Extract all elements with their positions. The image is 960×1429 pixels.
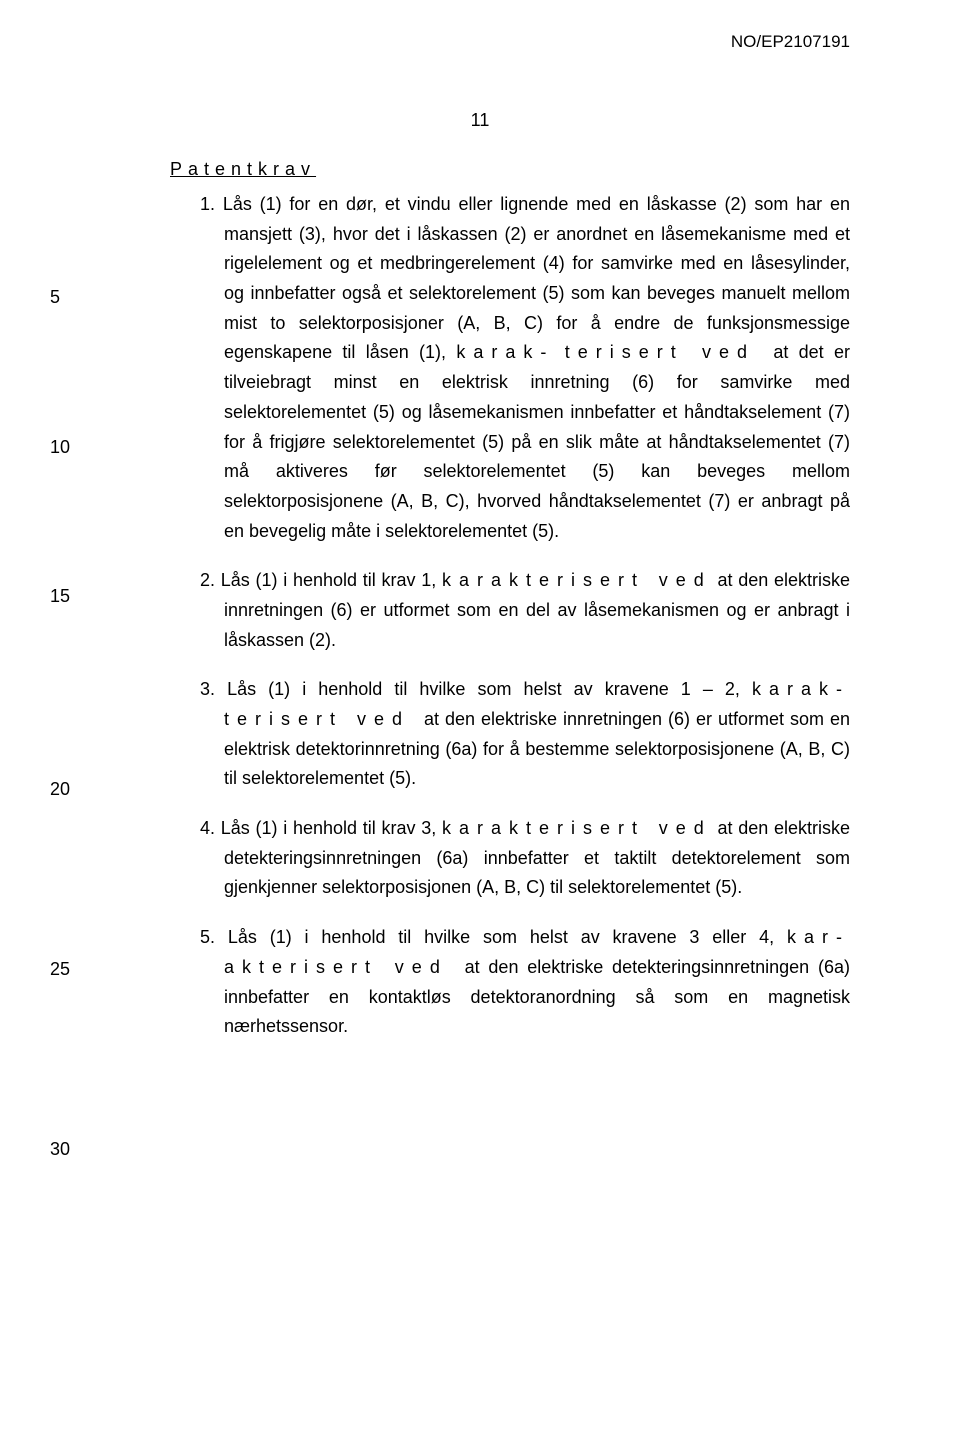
claim-body: Lås (1) i henhold til hvilke som helst a… [227, 679, 752, 699]
line-marker: 30 [50, 1139, 70, 1160]
line-marker: 20 [50, 779, 70, 800]
claim-body: Lås (1) i henhold til krav 1, [221, 570, 442, 590]
page: NO/EP2107191 11 5 10 15 20 25 30 Patentk… [0, 0, 960, 1122]
claim-keyword: karak- [456, 342, 554, 362]
claim-keyword: terisert ved [565, 342, 774, 362]
claim-4: 4. Lås (1) i henhold til krav 3, karakte… [200, 814, 850, 903]
claim-keyword: karak- [752, 679, 850, 699]
claim-2: 2. Lås (1) i henhold til krav 1, karakte… [200, 566, 850, 655]
claim-3: 3. Lås (1) i henhold til hvilke som hels… [200, 675, 850, 794]
claim-text: 5. Lås (1) i henhold til hvilke som hels… [200, 923, 850, 1042]
claims-list: 1. Lås (1) for en dør, et vindu eller li… [200, 190, 850, 1042]
claim-keyword: akterisert ved [224, 957, 465, 977]
claim-number: 2. [200, 570, 215, 590]
claim-text: 4. Lås (1) i henhold til krav 3, karakte… [200, 814, 850, 903]
claim-1: 1. Lås (1) for en dør, et vindu eller li… [200, 190, 850, 546]
claim-text: 2. Lås (1) i henhold til krav 1, karakte… [200, 566, 850, 655]
line-marker: 25 [50, 959, 70, 980]
claim-keyword: karakterisert ved [442, 818, 712, 838]
section-title: Patentkrav [170, 159, 850, 180]
claim-body: Lås (1) for en dør, et vindu eller ligne… [223, 194, 850, 362]
claim-keyword: terisert ved [224, 709, 424, 729]
claim-number: 5. [200, 927, 215, 947]
claim-body: at det er tilveiebragt minst en elektris… [224, 342, 850, 540]
document-header: NO/EP2107191 [731, 32, 850, 52]
claim-body: Lås (1) i henhold til krav 3, [221, 818, 442, 838]
claim-number: 1. [200, 194, 215, 214]
claim-text: 3. Lås (1) i henhold til hvilke som hels… [200, 675, 850, 794]
claim-number: 3. [200, 679, 215, 699]
claim-text: 1. Lås (1) for en dør, et vindu eller li… [200, 190, 850, 546]
claim-keyword: kar- [787, 927, 850, 947]
claim-body: Lås (1) i henhold til hvilke som helst a… [228, 927, 787, 947]
claim-number: 4. [200, 818, 215, 838]
claim-5: 5. Lås (1) i henhold til hvilke som hels… [200, 923, 850, 1042]
page-number: 11 [110, 110, 850, 131]
line-marker: 5 [50, 287, 60, 308]
line-marker: 10 [50, 437, 70, 458]
line-marker: 15 [50, 586, 70, 607]
content: 5 10 15 20 25 30 Patentkrav 1. Lås (1) f… [110, 159, 850, 1042]
claim-keyword: karakterisert ved [442, 570, 712, 590]
